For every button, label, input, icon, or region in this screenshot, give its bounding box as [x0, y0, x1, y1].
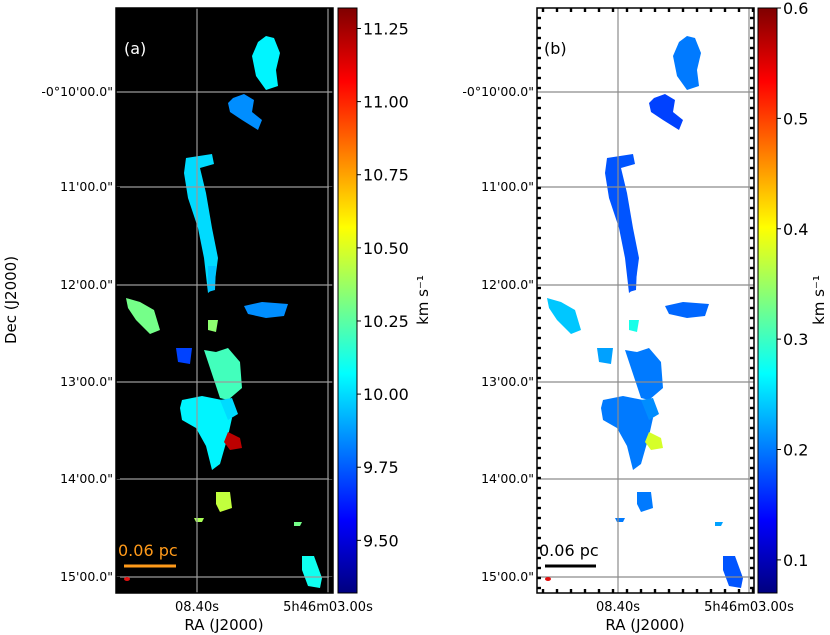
panel-b-colorbar [757, 7, 778, 594]
emission-structure [180, 396, 232, 470]
panel-b-beam-marker [545, 577, 551, 581]
y-tick-label: -0°10'00.0" [462, 84, 534, 99]
panel-a-ylabel: Dec (J2000) [2, 256, 20, 344]
colorbar-tick-label: 0.1 [783, 551, 808, 570]
emission-structure [665, 302, 709, 318]
x-tick-label: 5h46m03.00s [704, 600, 794, 615]
panel-b-x-tick-labels: 08.40s 5h46m03.00s [596, 600, 794, 615]
y-tick-label: 14'00.0" [481, 471, 534, 486]
y-tick-label: 11'00.0" [60, 179, 113, 194]
panel-b-label: (b) [544, 39, 567, 58]
emission-structure [184, 154, 218, 293]
panel-a-grid [116, 8, 333, 593]
x-tick-label: 08.40s [596, 600, 640, 615]
panel-a: (a) 0.06 pc -0°10'00.0" 11'00.0" 12'00.0" 1… [2, 7, 432, 634]
panel-b-colorbar-ticks: 0.1 0.2 0.3 0.4 0.5 0.6 [777, 0, 808, 570]
panel-b-frame [536, 7, 755, 594]
emission-structure [294, 522, 302, 526]
emission-structure [228, 94, 262, 130]
emission-structure [605, 154, 639, 293]
emission-structure [649, 94, 683, 130]
emission-structure [224, 432, 242, 450]
emission-structure [204, 348, 242, 400]
y-tick-label: 13'00.0" [60, 374, 113, 389]
colorbar-tick-label: 0.6 [783, 0, 808, 18]
panel-b-colorbar-label: km s⁻¹ [810, 275, 828, 325]
colorbar-tick-label: 0.2 [783, 441, 808, 460]
y-tick-label: -0°10'00.0" [41, 84, 113, 99]
emission-structure [597, 348, 613, 364]
colorbar-tick-label: 10.50 [363, 239, 409, 258]
panel-b-y-tick-labels: -0°10'00.0" 11'00.0" 12'00.0" 13'00.0" 14'00… [462, 84, 534, 584]
colorbar-tick-label: 0.4 [783, 220, 808, 239]
panel-b: (b) 0.06 pc -0°10'00.0" 11'00.0" 12'00.0" 1… [462, 0, 828, 634]
emission-structure [547, 298, 581, 334]
panel-b-xlabel: RA (J2000) [605, 616, 684, 634]
colorbar-tick-label: 10.75 [363, 166, 409, 185]
colorbar-tick-label: 10.25 [363, 312, 409, 331]
emission-structure [302, 556, 322, 588]
y-tick-label: 12'00.0" [481, 277, 534, 292]
emission-structure [645, 432, 663, 450]
panel-a-colorbar [337, 7, 358, 594]
emission-structure [629, 320, 639, 332]
panel-b-structures [547, 36, 743, 588]
panel-a-x-tick-labels: 08.40s 5h46m03.00s [175, 600, 373, 615]
emission-structure [244, 302, 288, 318]
emission-structure [637, 492, 653, 512]
panel-a-frame [115, 7, 334, 594]
colorbar-tick-label: 0.5 [783, 109, 808, 128]
emission-structure [208, 266, 216, 292]
panel-a-colorbar-label: km s⁻¹ [414, 275, 432, 325]
emission-structure [216, 492, 232, 512]
colorbar-tick-label: 11.00 [363, 93, 409, 112]
emission-structure [220, 398, 238, 420]
emission-structure [208, 320, 218, 332]
emission-structure [715, 522, 723, 526]
colorbar-tick-label: 10.00 [363, 385, 409, 404]
emission-structure [673, 36, 701, 90]
colorbar-tick-label: 11.25 [363, 19, 409, 38]
colorbar-tick-label: 0.3 [783, 330, 808, 349]
emission-structure [629, 266, 637, 292]
emission-structure [723, 556, 743, 588]
x-tick-label: 5h46m03.00s [283, 600, 373, 615]
y-tick-label: 13'00.0" [481, 374, 534, 389]
emission-structure [126, 298, 160, 334]
y-tick-label: 15'00.0" [60, 569, 113, 584]
panel-b-scalebar-label: 0.06 pc [539, 541, 599, 560]
emission-structure [176, 348, 192, 364]
emission-structure [625, 348, 663, 400]
panel-a-xlabel: RA (J2000) [184, 616, 263, 634]
colorbar-tick-label: 9.75 [363, 458, 399, 477]
y-tick-label: 12'00.0" [60, 277, 113, 292]
emission-structure [252, 36, 280, 90]
panel-a-colorbar-ticks: 9.50 9.75 10.00 10.25 10.50 10.75 11.00 11.25 [357, 19, 409, 550]
panel-a-scalebar-label: 0.06 pc [118, 541, 178, 560]
emission-structure [641, 398, 659, 420]
x-tick-label: 08.40s [175, 600, 219, 615]
panel-a-label: (a) [124, 39, 146, 58]
panel-a-beam-marker [124, 577, 130, 581]
panel-a-structures [126, 36, 322, 588]
y-tick-label: 14'00.0" [60, 471, 113, 486]
y-tick-label: 15'00.0" [481, 569, 534, 584]
panel-a-y-tick-labels: -0°10'00.0" 11'00.0" 12'00.0" 13'00.0" 14'00… [41, 84, 113, 584]
colorbar-tick-label: 9.50 [363, 531, 399, 550]
y-tick-label: 11'00.0" [481, 179, 534, 194]
emission-structure [601, 396, 653, 470]
panel-b-grid [537, 8, 754, 593]
